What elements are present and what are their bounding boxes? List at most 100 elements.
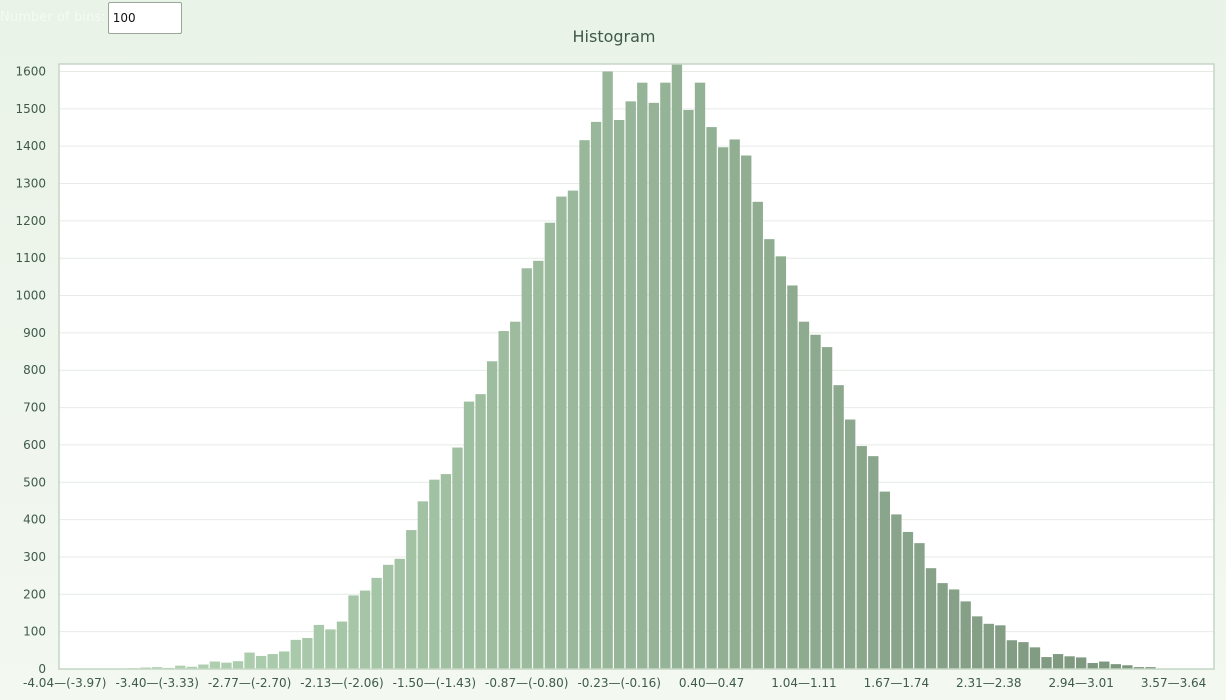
histogram-bar[interactable] xyxy=(463,401,475,669)
histogram-bar[interactable] xyxy=(209,661,221,669)
histogram-bar[interactable] xyxy=(741,155,752,670)
histogram-bar[interactable] xyxy=(1018,642,1029,669)
histogram-bar[interactable] xyxy=(186,666,197,669)
histogram-bar[interactable] xyxy=(533,260,544,669)
plot-area: 0 100 200 300 400 500 600 700 800 900 1000 1100 1200… xyxy=(15,63,1215,690)
histogram-bar[interactable] xyxy=(290,639,301,669)
histogram-bar[interactable] xyxy=(972,616,983,669)
histogram-bar[interactable] xyxy=(1087,663,1098,669)
histogram-bar[interactable] xyxy=(359,590,371,669)
histogram-bar[interactable] xyxy=(1076,657,1087,669)
histogram-bar[interactable] xyxy=(175,665,186,669)
histogram-bar[interactable] xyxy=(475,394,486,669)
histogram-bar[interactable] xyxy=(868,456,879,669)
y-tick-label: 1600 xyxy=(15,64,46,78)
histogram-bar[interactable] xyxy=(821,347,833,669)
histogram-bar[interactable] xyxy=(267,654,278,669)
histogram-bar[interactable] xyxy=(810,334,821,669)
x-tick-label: -4.04—(-3.97) xyxy=(23,676,106,690)
histogram-bar[interactable] xyxy=(348,595,359,669)
histogram-bar[interactable] xyxy=(510,321,521,669)
histogram-bar[interactable] xyxy=(891,514,902,669)
histogram-bar[interactable] xyxy=(752,201,763,669)
histogram-bar[interactable] xyxy=(313,624,325,669)
histogram-bar[interactable] xyxy=(937,583,948,669)
histogram-bar[interactable] xyxy=(960,601,971,669)
histogram-bar[interactable] xyxy=(1133,667,1145,669)
histogram-bar[interactable] xyxy=(914,543,925,669)
histogram-bar[interactable] xyxy=(845,419,856,669)
histogram-bar[interactable] xyxy=(856,446,867,669)
histogram-bar[interactable] xyxy=(637,82,648,670)
histogram-bar[interactable] xyxy=(579,140,590,669)
histogram-bar[interactable] xyxy=(371,577,382,669)
y-tick-label: 400 xyxy=(23,513,46,527)
histogram-bar[interactable] xyxy=(694,82,706,670)
histogram-bar[interactable] xyxy=(983,623,994,669)
histogram-bar[interactable] xyxy=(798,321,810,669)
histogram-bar[interactable] xyxy=(544,222,556,669)
histogram-bar[interactable] xyxy=(1006,640,1018,669)
histogram-bar[interactable] xyxy=(775,256,787,669)
histogram-bar[interactable] xyxy=(440,474,452,669)
histogram-bar[interactable] xyxy=(948,589,960,669)
histogram-bar[interactable] xyxy=(625,101,636,670)
bins-label: Number of bins: xyxy=(0,9,106,25)
histogram-bar[interactable] xyxy=(567,190,579,669)
histogram-bar[interactable] xyxy=(452,447,463,669)
histogram-bar[interactable] xyxy=(521,268,532,669)
histogram-bar[interactable] xyxy=(925,568,937,669)
histogram-bar[interactable] xyxy=(1029,647,1041,669)
histogram-bar[interactable] xyxy=(660,82,671,670)
histogram-bar[interactable] xyxy=(902,531,914,669)
y-tick-label: 300 xyxy=(23,550,46,564)
histogram-bar[interactable] xyxy=(1052,654,1064,669)
histogram-bar[interactable] xyxy=(221,662,232,669)
histogram-bar[interactable] xyxy=(336,621,348,669)
histogram-bar[interactable] xyxy=(602,71,613,670)
histogram-bar[interactable] xyxy=(279,651,290,669)
histogram-bar[interactable] xyxy=(486,361,498,669)
histogram-bar[interactable] xyxy=(152,667,163,669)
histogram-bar[interactable] xyxy=(1122,665,1133,669)
histogram-bar[interactable] xyxy=(498,331,509,669)
y-tick-label: 700 xyxy=(23,401,46,415)
histogram-bar[interactable] xyxy=(879,491,890,669)
histogram-bar[interactable] xyxy=(995,625,1006,669)
histogram-bar[interactable] xyxy=(706,127,717,670)
bins-input[interactable] xyxy=(107,2,182,34)
histogram-bar[interactable] xyxy=(556,196,567,669)
histogram-bar[interactable] xyxy=(833,385,844,669)
histogram-bar[interactable] xyxy=(1145,667,1156,669)
x-tick-label: 2.94—3.01 xyxy=(1048,676,1113,690)
histogram-bar[interactable] xyxy=(244,652,255,669)
histogram-bar[interactable] xyxy=(787,285,798,669)
histogram-bar[interactable] xyxy=(648,102,659,670)
histogram-bar[interactable] xyxy=(764,239,775,669)
x-tick-label: -3.40—(-3.33) xyxy=(115,676,198,690)
histogram-bar[interactable] xyxy=(325,629,336,669)
histogram-bar[interactable] xyxy=(198,664,209,669)
bins-control: Number of bins: xyxy=(0,0,182,34)
histogram-bar[interactable] xyxy=(302,638,313,669)
histogram-bar[interactable] xyxy=(671,64,683,669)
histogram-bar[interactable] xyxy=(232,661,244,669)
histogram-bar[interactable] xyxy=(255,655,267,669)
histogram-bar[interactable] xyxy=(1099,661,1110,669)
histogram-bar[interactable] xyxy=(1064,656,1075,669)
histogram-bar[interactable] xyxy=(429,479,440,669)
histogram-bar[interactable] xyxy=(590,121,602,669)
histogram-bar[interactable] xyxy=(1041,657,1052,669)
histogram-bar[interactable] xyxy=(394,558,405,669)
histogram-bar[interactable] xyxy=(717,147,729,669)
histogram-bar[interactable] xyxy=(1110,664,1121,669)
histogram-bar[interactable] xyxy=(383,564,394,669)
histogram-bar[interactable] xyxy=(614,120,625,669)
histogram-bar[interactable] xyxy=(417,501,428,669)
histogram-bar[interactable] xyxy=(683,109,694,669)
y-tick-label: 500 xyxy=(23,475,46,489)
histogram-bar[interactable] xyxy=(406,530,417,669)
histogram-bar[interactable] xyxy=(729,139,740,669)
y-tick-label: 0 xyxy=(38,662,46,676)
